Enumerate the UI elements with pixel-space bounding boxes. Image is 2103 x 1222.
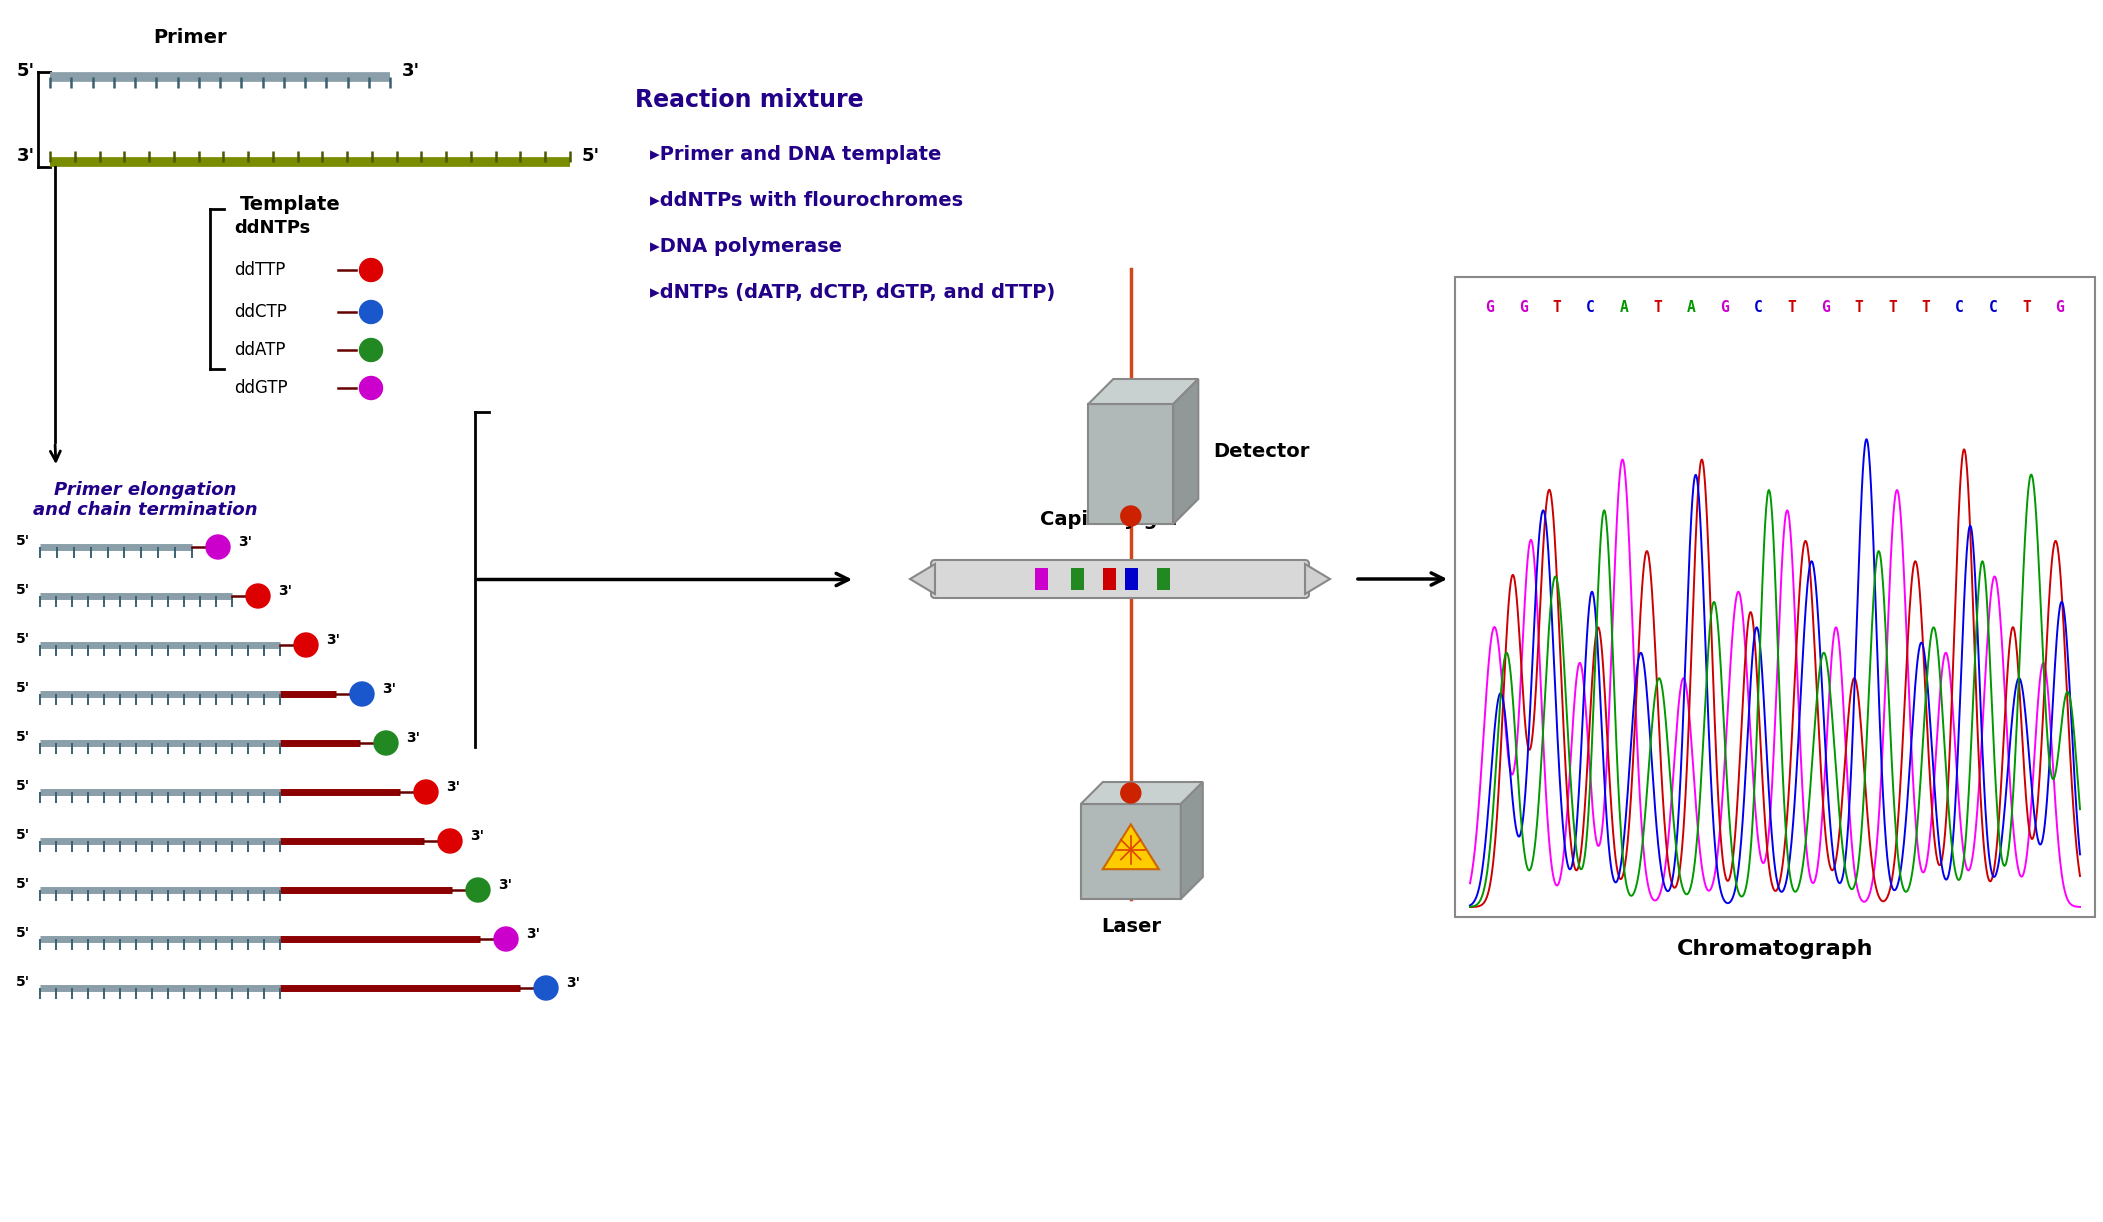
Text: C: C xyxy=(1586,299,1594,314)
Bar xyxy=(1087,404,1173,524)
FancyBboxPatch shape xyxy=(932,560,1308,598)
Text: 3': 3' xyxy=(402,62,421,79)
Text: 5': 5' xyxy=(17,730,29,744)
Text: T: T xyxy=(1788,299,1796,314)
Text: Detector: Detector xyxy=(1213,442,1310,461)
Text: ▸dNTPs (dATP, dCTP, dGTP, and dTTP): ▸dNTPs (dATP, dCTP, dGTP, and dTTP) xyxy=(650,282,1056,302)
Polygon shape xyxy=(911,565,936,594)
Polygon shape xyxy=(1180,782,1203,899)
Text: 3': 3' xyxy=(17,147,36,165)
Circle shape xyxy=(360,259,383,281)
Text: ddNTPs: ddNTPs xyxy=(233,219,311,237)
Text: 5': 5' xyxy=(17,583,29,598)
Text: C: C xyxy=(1956,299,1964,314)
Text: T: T xyxy=(1855,299,1863,314)
Text: 3': 3' xyxy=(278,584,292,598)
Text: T: T xyxy=(2023,299,2031,314)
Circle shape xyxy=(349,682,374,706)
Circle shape xyxy=(206,535,229,558)
Circle shape xyxy=(246,584,269,609)
Text: T: T xyxy=(1888,299,1897,314)
Text: C: C xyxy=(1754,299,1762,314)
Text: Laser: Laser xyxy=(1100,916,1161,936)
Circle shape xyxy=(437,829,463,853)
Text: G: G xyxy=(1485,299,1495,314)
Text: Template: Template xyxy=(240,194,341,214)
Text: A: A xyxy=(1687,299,1695,314)
Text: G: G xyxy=(1821,299,1830,314)
Text: Chromatograph: Chromatograph xyxy=(1676,938,1874,959)
Circle shape xyxy=(1121,506,1140,525)
Text: Primer: Primer xyxy=(154,28,227,46)
Bar xyxy=(1070,568,1083,590)
Text: 5': 5' xyxy=(17,62,36,79)
Bar xyxy=(1125,568,1138,590)
Text: 3': 3' xyxy=(469,829,484,843)
Text: ▸ddNTPs with flourochromes: ▸ddNTPs with flourochromes xyxy=(650,191,963,209)
Text: 5': 5' xyxy=(583,147,599,165)
Text: 3': 3' xyxy=(566,976,580,990)
Text: ddGTP: ddGTP xyxy=(233,379,288,397)
Text: 5': 5' xyxy=(17,975,29,989)
Circle shape xyxy=(360,338,383,362)
Text: T: T xyxy=(1552,299,1560,314)
Text: ddCTP: ddCTP xyxy=(233,303,286,321)
Text: T: T xyxy=(1653,299,1661,314)
Text: 3': 3' xyxy=(406,731,421,745)
Polygon shape xyxy=(1173,379,1199,524)
Polygon shape xyxy=(1102,825,1159,869)
Circle shape xyxy=(360,376,383,400)
Circle shape xyxy=(494,927,517,951)
Text: 3': 3' xyxy=(446,780,461,794)
Circle shape xyxy=(360,301,383,324)
Text: 3': 3' xyxy=(326,633,341,646)
Circle shape xyxy=(374,731,397,755)
Text: Reaction mixture: Reaction mixture xyxy=(635,88,864,112)
Bar xyxy=(1157,568,1169,590)
Bar xyxy=(1035,568,1047,590)
Text: 3': 3' xyxy=(498,877,511,892)
Bar xyxy=(1455,277,2095,916)
Text: ▸DNA polymerase: ▸DNA polymerase xyxy=(650,237,841,255)
Text: 3': 3' xyxy=(238,535,252,549)
Text: 5': 5' xyxy=(17,632,29,646)
Circle shape xyxy=(294,633,318,657)
Text: A: A xyxy=(1619,299,1628,314)
Circle shape xyxy=(414,780,437,804)
Polygon shape xyxy=(1306,565,1329,594)
Bar xyxy=(1081,804,1180,899)
Circle shape xyxy=(534,976,557,1000)
Text: 3': 3' xyxy=(383,682,395,697)
Circle shape xyxy=(467,877,490,902)
Text: 5': 5' xyxy=(17,829,29,842)
Text: G: G xyxy=(1720,299,1729,314)
Polygon shape xyxy=(1087,379,1199,404)
Text: 5': 5' xyxy=(17,926,29,940)
Text: ddTTP: ddTTP xyxy=(233,262,286,279)
Text: 3': 3' xyxy=(526,927,540,941)
Text: 5': 5' xyxy=(17,877,29,891)
Text: 5': 5' xyxy=(17,681,29,695)
Text: ▸Primer and DNA template: ▸Primer and DNA template xyxy=(650,144,942,164)
Text: 5': 5' xyxy=(17,778,29,793)
Text: G: G xyxy=(2055,299,2065,314)
Polygon shape xyxy=(1081,782,1203,804)
Text: C: C xyxy=(1989,299,1998,314)
Text: T: T xyxy=(1922,299,1931,314)
Text: ddATP: ddATP xyxy=(233,341,286,359)
Circle shape xyxy=(1121,783,1140,803)
Text: 5': 5' xyxy=(17,534,29,547)
Text: Capillary gel: Capillary gel xyxy=(1041,510,1178,529)
Text: G: G xyxy=(1518,299,1529,314)
Bar xyxy=(1104,568,1117,590)
Text: Primer elongation
and chain termination: Primer elongation and chain termination xyxy=(34,480,257,519)
